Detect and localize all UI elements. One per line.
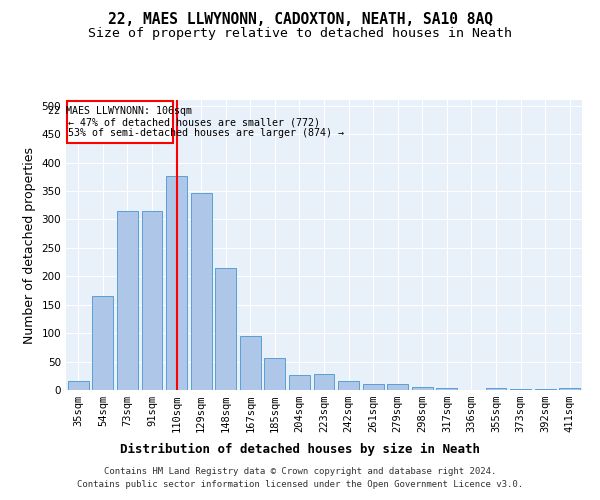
Bar xyxy=(240,336,261,390)
Bar xyxy=(338,381,359,390)
Bar xyxy=(387,384,408,390)
Bar xyxy=(68,382,89,390)
Bar xyxy=(362,384,383,390)
Bar xyxy=(191,192,212,390)
Bar xyxy=(117,211,138,390)
Bar xyxy=(289,375,310,390)
Bar xyxy=(314,374,334,390)
Text: ← 47% of detached houses are smaller (772): ← 47% of detached houses are smaller (77… xyxy=(68,117,320,127)
Y-axis label: Number of detached properties: Number of detached properties xyxy=(23,146,36,344)
Text: 22, MAES LLWYNONN, CADOXTON, NEATH, SA10 8AQ: 22, MAES LLWYNONN, CADOXTON, NEATH, SA10… xyxy=(107,12,493,28)
Bar xyxy=(142,211,163,390)
Bar xyxy=(436,388,457,390)
Text: Contains public sector information licensed under the Open Government Licence v3: Contains public sector information licen… xyxy=(77,480,523,489)
Bar xyxy=(485,388,506,390)
Bar xyxy=(215,268,236,390)
FancyBboxPatch shape xyxy=(67,101,173,142)
Text: Distribution of detached houses by size in Neath: Distribution of detached houses by size … xyxy=(120,442,480,456)
Text: Contains HM Land Registry data © Crown copyright and database right 2024.: Contains HM Land Registry data © Crown c… xyxy=(104,468,496,476)
Bar xyxy=(265,358,286,390)
Bar xyxy=(166,176,187,390)
Text: 53% of semi-detached houses are larger (874) →: 53% of semi-detached houses are larger (… xyxy=(68,128,344,138)
Bar xyxy=(559,388,580,390)
Text: 22 MAES LLWYNONN: 106sqm: 22 MAES LLWYNONN: 106sqm xyxy=(48,106,192,116)
Text: Size of property relative to detached houses in Neath: Size of property relative to detached ho… xyxy=(88,28,512,40)
Bar xyxy=(92,296,113,390)
Bar xyxy=(412,386,433,390)
